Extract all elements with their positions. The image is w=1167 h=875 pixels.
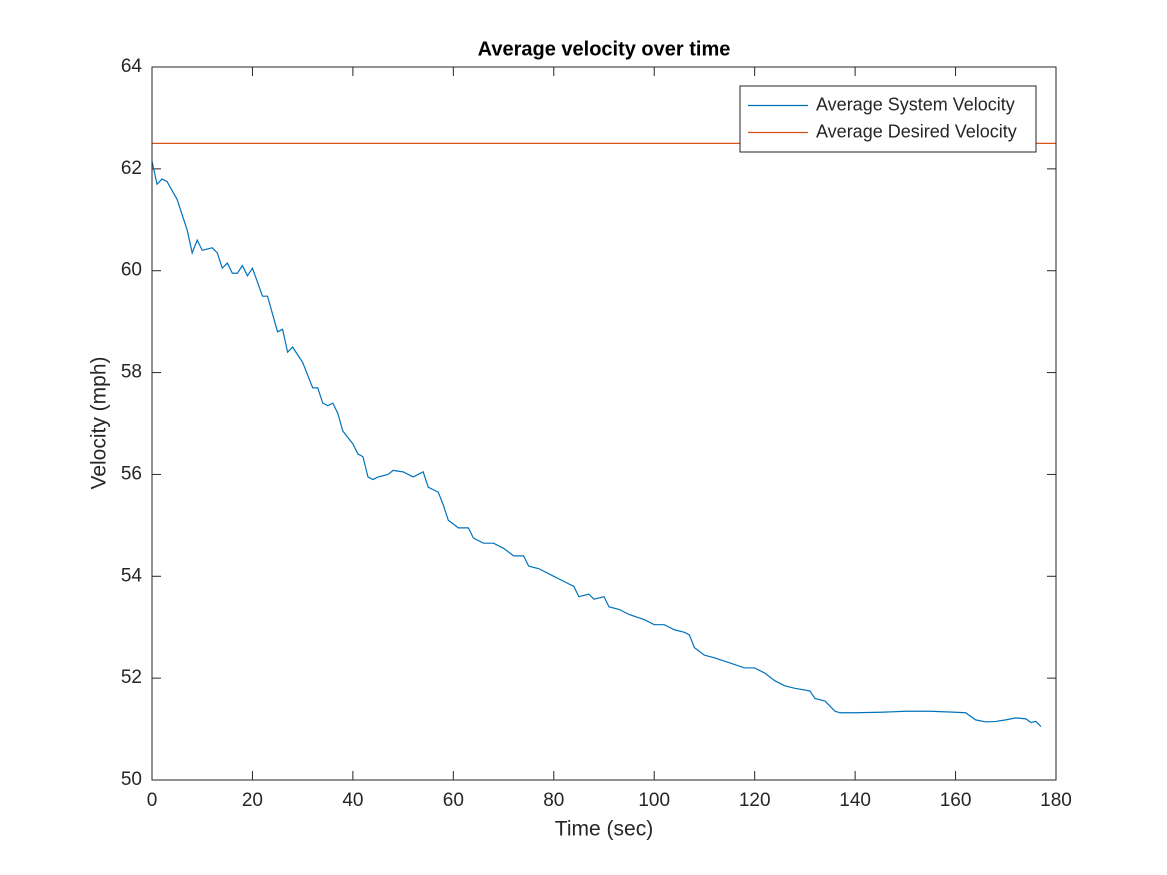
y-tick-label: 58: [121, 362, 142, 383]
y-axis-label: Velocity (mph): [88, 356, 111, 489]
axes-box: [151, 66, 1057, 781]
x-tick-label: 160: [940, 790, 972, 811]
plot-area: [152, 67, 1056, 780]
x-tick-label: 40: [342, 790, 363, 811]
y-tick-label: 64: [121, 56, 143, 77]
x-tick-label: 120: [739, 790, 771, 811]
y-tick-label: 60: [121, 260, 142, 281]
y-tick-label: 54: [121, 565, 143, 586]
legend-box: [739, 85, 1037, 153]
legend-label: Average Desired Velocity: [816, 121, 1017, 141]
data-line: [151, 161, 1042, 727]
x-tick-label: 20: [242, 790, 263, 811]
y-tick-label: 52: [121, 667, 142, 688]
x-tick-label: 180: [1040, 790, 1072, 811]
x-axis-label: Time (sec): [555, 818, 653, 841]
x-tick-label: 60: [443, 790, 464, 811]
x-tick-label: 80: [543, 790, 564, 811]
legend-label: Average System Velocity: [816, 94, 1015, 114]
y-tick-label: 62: [121, 158, 142, 179]
x-tick-label: 140: [839, 790, 871, 811]
x-tick-label: 100: [638, 790, 670, 811]
y-tick-label: 50: [121, 769, 142, 790]
x-tick-label: 0: [147, 790, 158, 811]
chart-title: Average velocity over time: [478, 38, 731, 60]
y-tick-label: 56: [121, 463, 142, 484]
